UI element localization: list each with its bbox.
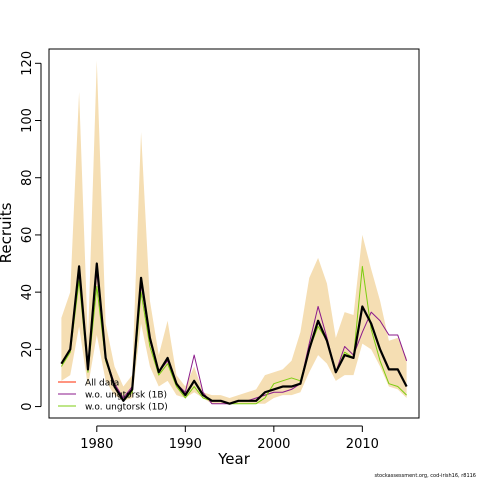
legend-label: All data <box>85 379 119 389</box>
y-tick-label: 0 <box>20 402 35 410</box>
x-tick-label: 2010 <box>346 437 379 452</box>
y-tick-label: 60 <box>20 227 35 244</box>
y-tick-label: 40 <box>20 284 35 301</box>
x-axis-label: Year <box>217 450 251 468</box>
x-axis: 1980 1990 2000 2010 <box>80 425 379 452</box>
y-axis-label: Recruits <box>0 202 15 263</box>
legend-label: w.o. ungtorsk (1D) <box>85 403 168 413</box>
x-tick-label: 1980 <box>80 437 113 452</box>
x-tick-label: 2000 <box>257 437 290 452</box>
y-tick-label: 100 <box>20 108 35 133</box>
series-layer <box>60 262 408 405</box>
series-line-3 <box>60 262 408 405</box>
credit-text: stockassessment.org, cod-irish16, r8116 <box>374 473 476 479</box>
y-tick-label: 120 <box>20 51 35 76</box>
plot-frame <box>48 48 420 419</box>
legend: All data w.o. ungtorsk (1B) w.o. ungtorsk … <box>58 379 168 413</box>
legend-label: w.o. ungtorsk (1B) <box>85 391 167 401</box>
y-tick-label: 80 <box>20 169 35 186</box>
y-tick-label: 20 <box>20 341 35 358</box>
y-axis: 0 20 40 60 80 100 120 <box>20 51 42 411</box>
x-tick-label: 1990 <box>169 437 202 452</box>
